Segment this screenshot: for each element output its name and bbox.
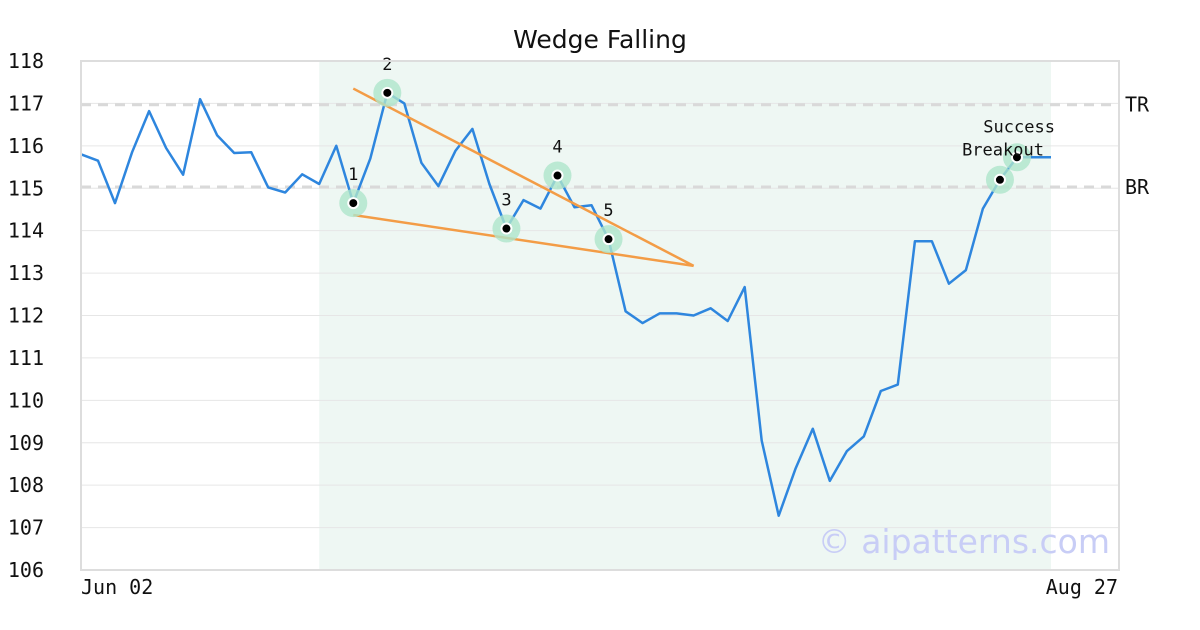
pivot-dot <box>551 169 564 182</box>
breakout-label: Breakout <box>962 140 1044 160</box>
y-tick-label: 118 <box>8 49 44 73</box>
trendline <box>352 87 695 267</box>
pattern-markers: 1 2 3 4 5 Breakout Success <box>339 55 1055 254</box>
chart-title: Wedge Falling <box>513 25 687 54</box>
price-series <box>80 91 1051 517</box>
plot-frame <box>80 60 1120 571</box>
y-axis-ticks: 106 107 108 109 110 111 112 113 114 115 116 117 118 <box>8 49 44 582</box>
pivot-dot <box>602 233 615 246</box>
y-tick-label: 111 <box>8 346 44 370</box>
pivot-label: 1 <box>348 165 358 185</box>
level-label: BR <box>1125 175 1150 199</box>
y-tick-label: 106 <box>8 558 44 582</box>
watermark: © aipatterns.com <box>818 522 1110 561</box>
reference-levels: TR BR <box>81 93 1150 199</box>
breakout-point-dot <box>1010 151 1023 164</box>
y-tick-label: 107 <box>8 516 44 540</box>
breakout-point-dot <box>993 173 1006 186</box>
pivot-dot <box>347 197 360 210</box>
level-label: TR <box>1125 93 1150 117</box>
y-tick-label: 112 <box>8 304 44 328</box>
x-axis-ticks: Jun 02 Aug 27 <box>81 575 1118 599</box>
y-tick-label: 114 <box>8 219 44 243</box>
y-tick-label: 110 <box>8 388 44 412</box>
pivot-dot <box>381 86 394 99</box>
pivot-label: 4 <box>552 138 562 158</box>
y-tick-label: 116 <box>8 134 44 158</box>
pivot-dot <box>500 222 513 235</box>
price-line <box>80 91 1051 517</box>
x-tick-label: Aug 27 <box>1046 575 1118 599</box>
success-label: Success <box>983 117 1055 137</box>
y-tick-label: 117 <box>8 91 44 115</box>
trendline <box>353 213 694 268</box>
wedge-trendlines <box>352 87 695 268</box>
y-tick-label: 109 <box>8 431 44 455</box>
y-tick-label: 115 <box>8 176 44 200</box>
pivot-label: 3 <box>501 191 511 211</box>
y-tick-label: 113 <box>8 261 44 285</box>
pivot-label: 5 <box>603 201 613 221</box>
y-tick-label: 108 <box>8 473 44 497</box>
pivot-label: 2 <box>382 55 392 75</box>
x-tick-label: Jun 02 <box>81 575 153 599</box>
